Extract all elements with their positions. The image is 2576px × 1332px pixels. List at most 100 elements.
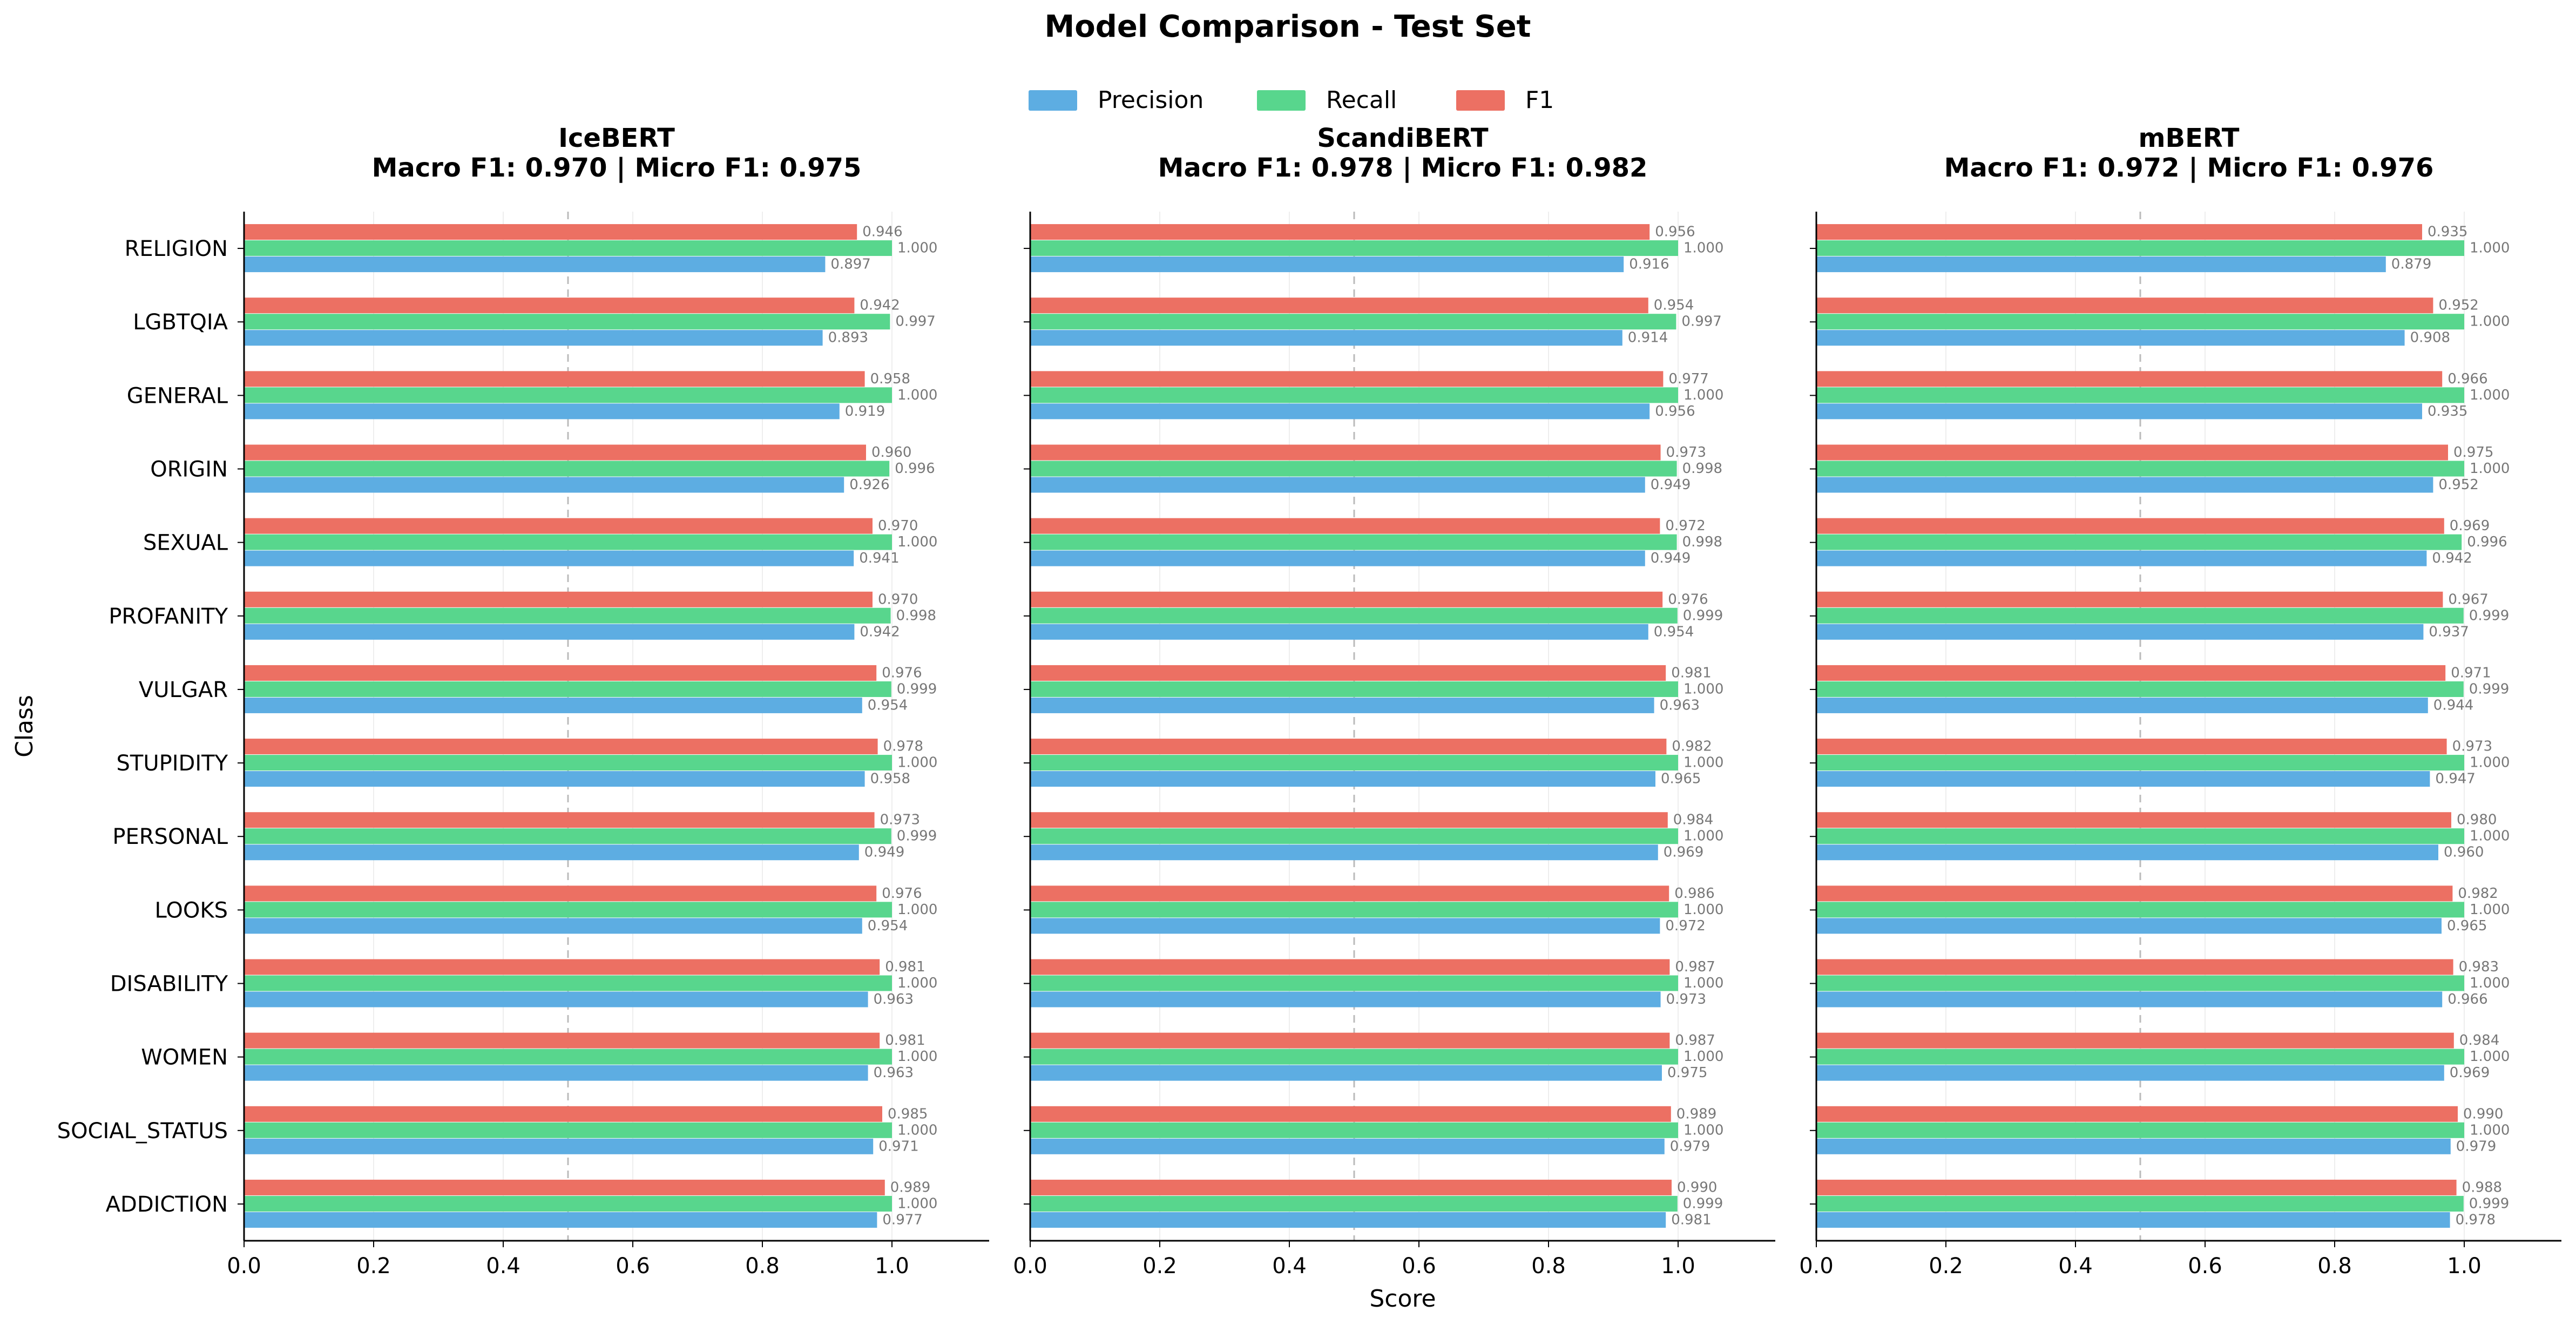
y-tick-label-looks: LOOKS <box>155 898 228 923</box>
data-label-f1-general: 0.977 <box>1668 371 1708 387</box>
data-label-precision-disability: 0.973 <box>1666 991 1706 1008</box>
data-label-f1-stupidity: 0.982 <box>1672 739 1712 755</box>
y-tick-label-sexual: SEXUAL <box>143 531 228 556</box>
y-tick-label-addiction: ADDICTION <box>106 1192 228 1217</box>
bar-recall-disability <box>1816 975 2464 991</box>
data-label-precision-stupidity: 0.947 <box>2435 771 2475 787</box>
bar-recall-vulgar <box>244 681 891 697</box>
bar-recall-looks <box>1816 902 2464 918</box>
data-label-precision-stupidity: 0.958 <box>870 771 910 787</box>
data-label-f1-addiction: 0.990 <box>1677 1179 1717 1195</box>
data-label-recall-sexual: 1.000 <box>897 534 937 550</box>
data-label-precision-lgbtqia: 0.908 <box>2410 330 2450 346</box>
data-label-recall-vulgar: 0.999 <box>897 681 937 697</box>
data-label-recall-lgbtqia: 0.997 <box>1681 314 1721 330</box>
data-label-f1-lgbtqia: 0.954 <box>1654 297 1694 314</box>
x-axis-label: Score <box>1369 1285 1436 1313</box>
data-label-f1-origin: 0.973 <box>1666 444 1706 461</box>
bar-f1-origin <box>1816 444 2448 461</box>
bar-f1-lgbtqia <box>1816 297 2433 314</box>
data-label-f1-disability: 0.987 <box>1675 959 1715 975</box>
data-label-recall-profanity: 0.999 <box>1683 607 1723 624</box>
bar-recall-profanity <box>1030 607 1678 624</box>
data-label-precision-lgbtqia: 0.893 <box>828 330 868 346</box>
bar-f1-personal <box>1030 812 1668 828</box>
data-label-recall-personal: 0.999 <box>897 828 937 844</box>
data-label-f1-sexual: 0.972 <box>1665 518 1705 534</box>
bar-precision-profanity <box>1816 624 2424 640</box>
data-label-recall-lgbtqia: 1.000 <box>2470 314 2510 330</box>
bar-f1-general <box>1030 371 1664 387</box>
data-label-f1-personal: 0.973 <box>880 812 920 828</box>
bar-precision-stupidity <box>1030 771 1655 787</box>
bar-f1-stupidity <box>244 739 878 755</box>
legend-swatch-precision <box>1029 90 1077 111</box>
figure-title: Model Comparison - Test Set <box>1045 9 1531 44</box>
data-label-recall-looks: 1.000 <box>2470 902 2510 918</box>
x-tick-label: 0.2 <box>1929 1254 1963 1279</box>
bar-recall-addiction <box>1816 1195 2464 1212</box>
bar-f1-women <box>1816 1032 2454 1049</box>
bar-precision-looks <box>1030 918 1660 934</box>
data-label-recall-stupidity: 1.000 <box>1683 755 1723 771</box>
data-label-recall-addiction: 1.000 <box>897 1195 937 1212</box>
bar-precision-stupidity <box>244 771 865 787</box>
bar-f1-women <box>1030 1032 1670 1049</box>
bar-recall-looks <box>1030 902 1678 918</box>
y-tick-label-personal: PERSONAL <box>112 824 228 849</box>
y-tick-label-lgbtqia: LGBTQIA <box>133 310 228 335</box>
bar-recall-social-status <box>244 1122 892 1138</box>
bar-recall-disability <box>1030 975 1678 991</box>
bar-precision-origin <box>1816 477 2433 493</box>
data-label-f1-sexual: 0.970 <box>878 518 918 534</box>
data-label-recall-addiction: 0.999 <box>1683 1195 1723 1212</box>
x-tick-label: 0.8 <box>1531 1254 1566 1279</box>
data-label-precision-general: 0.919 <box>845 403 885 420</box>
data-label-recall-disability: 1.000 <box>1683 975 1723 991</box>
bar-f1-general <box>1816 371 2443 387</box>
bar-precision-social-status <box>1816 1138 2451 1154</box>
bar-recall-personal <box>244 828 891 844</box>
bar-f1-looks <box>1816 885 2453 902</box>
data-label-f1-women: 0.987 <box>1675 1032 1715 1049</box>
bar-recall-women <box>1030 1049 1678 1065</box>
legend-swatch-f1 <box>1456 90 1505 111</box>
bar-recall-women <box>244 1049 892 1065</box>
bar-f1-personal <box>1816 812 2451 828</box>
bar-f1-personal <box>244 812 875 828</box>
data-label-recall-social-status: 1.000 <box>2470 1122 2510 1138</box>
data-label-f1-religion: 0.946 <box>862 224 902 240</box>
bar-precision-vulgar <box>1030 697 1654 713</box>
data-label-f1-personal: 0.984 <box>1673 812 1713 828</box>
bar-precision-lgbtqia <box>244 330 823 346</box>
bar-f1-religion <box>244 224 857 240</box>
data-label-f1-disability: 0.983 <box>2459 959 2499 975</box>
data-label-precision-origin: 0.926 <box>849 477 889 493</box>
bar-recall-personal <box>1030 828 1678 844</box>
bar-recall-profanity <box>244 607 891 624</box>
data-label-precision-vulgar: 0.963 <box>1660 697 1700 713</box>
data-label-precision-social-status: 0.971 <box>878 1138 918 1154</box>
data-label-f1-religion: 0.956 <box>1655 224 1695 240</box>
data-label-recall-stupidity: 1.000 <box>897 755 937 771</box>
data-label-precision-vulgar: 0.954 <box>868 697 908 713</box>
bar-precision-disability <box>244 991 868 1008</box>
bar-precision-women <box>1816 1065 2444 1081</box>
bar-precision-social-status <box>244 1138 874 1154</box>
bar-precision-stupidity <box>1816 771 2430 787</box>
data-label-f1-looks: 0.982 <box>2458 885 2498 902</box>
bar-recall-stupidity <box>244 755 892 771</box>
bar-f1-vulgar <box>244 665 877 681</box>
bar-f1-disability <box>1030 959 1670 975</box>
data-label-precision-looks: 0.954 <box>868 918 908 934</box>
bar-precision-general <box>244 403 840 420</box>
data-label-precision-origin: 0.949 <box>1651 477 1691 493</box>
data-label-precision-sexual: 0.949 <box>1651 550 1691 566</box>
bar-precision-disability <box>1816 991 2443 1008</box>
bar-recall-religion <box>244 240 892 256</box>
data-label-f1-religion: 0.935 <box>2428 224 2467 240</box>
bar-f1-stupidity <box>1030 739 1667 755</box>
bar-precision-vulgar <box>1816 697 2428 713</box>
x-tick-label: 0.8 <box>2317 1254 2352 1279</box>
data-label-f1-addiction: 0.988 <box>2462 1179 2502 1195</box>
